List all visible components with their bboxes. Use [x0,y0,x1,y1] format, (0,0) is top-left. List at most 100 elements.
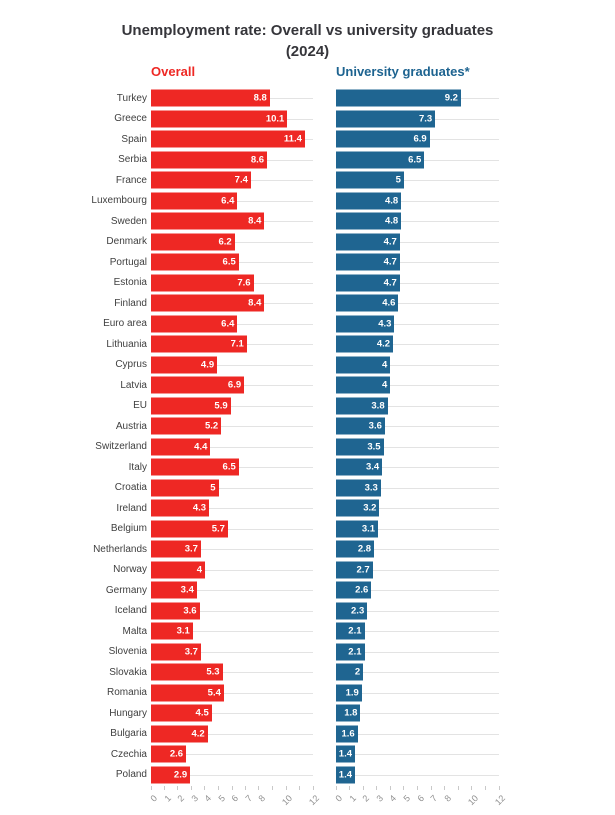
bar-value-label: 6.9 [413,133,427,145]
bar-value-label: 6.4 [221,318,235,330]
axis-tick [231,786,233,790]
row-guide-line [336,303,499,305]
axis-tick [349,786,351,790]
bar-value-label: 5 [395,174,401,186]
graduates-bar: 4 [336,376,391,394]
chart-row: Sweden 8.4 4.8 [0,211,615,232]
category-label: Netherlands [93,543,147,555]
axis-tick [417,786,418,790]
overall-plot-cell: 4.4 [151,437,313,458]
row-guide-line [151,528,313,530]
category-label: Iceland [114,605,147,617]
bar-value-label: 3.6 [183,605,197,617]
category-label: Estonia [113,277,147,289]
bar-value-label: 3.5 [367,441,381,453]
bar-value-label: 8.4 [248,215,262,227]
bar-value-label: 4.6 [382,297,396,309]
graduates-bar: 4.7 [336,253,400,271]
bar-value-label: 7.1 [230,338,244,350]
row-guide-line [336,733,499,735]
bar-value-label: 3.7 [184,646,198,658]
bar-value-label: 2.1 [348,625,362,637]
overall-plot-cell: 2.6 [151,744,313,765]
chart-row: Spain 11.4 6.9 [0,129,615,150]
category-label: Euro area [103,318,147,330]
chart-row: Italy 6.5 3.4 [0,457,615,478]
overall-bar: 4.9 [151,356,218,374]
row-guide-line [336,405,499,407]
chart-row: Slovakia 5.3 2 [0,662,615,683]
category-label: Turkey [116,92,147,104]
graduates-plot-cell: 4.7 [336,232,499,253]
row-guide-line [336,344,499,346]
category-label: Hungary [109,707,147,719]
chart-title-line2: (2024) [285,43,330,60]
chart-row: EU 5.9 3.8 [0,396,615,417]
overall-bar: 5 [151,479,219,497]
bar-value-label: 1.4 [338,769,353,781]
row-guide-line [151,569,313,571]
overall-plot-cell: 3.7 [151,642,313,663]
graduates-bar: 2.7 [336,561,373,579]
chart-row: Malta 3.1 2.1 [0,621,615,642]
graduates-bar: 3.8 [336,397,388,415]
bar-value-label: 5.3 [206,666,220,678]
overall-plot-cell: 6.9 [151,375,313,396]
overall-bar: 8.6 [151,151,268,169]
bar-value-label: 4.5 [195,707,209,719]
row-guide-line [151,590,313,592]
chart-row: Latvia 6.9 4 [0,375,615,396]
axis-tick [150,786,152,790]
overall-plot-cell: 6.5 [151,457,313,478]
overall-bar: 5.2 [151,417,222,435]
graduates-bar: 3.2 [336,499,380,517]
bar-value-label: 1.4 [338,748,353,760]
axis-tick [484,786,486,790]
row-guide-line [336,241,499,243]
graduates-plot-cell: 1.8 [336,703,499,724]
bar-value-label: 2.1 [348,646,362,658]
axis-tick [471,786,473,790]
overall-plot-cell: 8.8 [151,88,313,109]
overall-bar: 6.4 [151,192,238,210]
row-guide-line [336,590,499,592]
graduates-plot-cell: 6.9 [336,129,499,150]
axis-tick [335,786,337,790]
axis-tick [204,786,206,790]
graduates-plot-cell: 4.3 [336,314,499,335]
bar-value-label: 6.5 [222,256,236,268]
axis-tick [312,786,314,790]
bar-value-label: 4 [196,564,202,576]
graduates-bar: 2.8 [336,540,375,558]
category-label: France [115,174,147,186]
overall-plot-cell: 3.4 [151,580,313,601]
graduates-plot-cell: 2.6 [336,580,499,601]
bar-value-label: 8.6 [250,154,265,166]
overall-bar: 3.6 [151,602,200,620]
row-guide-line [151,692,313,694]
overall-plot-cell: 6.5 [151,252,313,273]
bar-value-label: 4.4 [194,441,208,453]
chart-row: Netherlands 3.7 2.8 [0,539,615,560]
graduates-plot-cell: 4.7 [336,273,499,294]
category-label: EU [133,400,147,412]
overall-plot-cell: 10.1 [151,109,313,130]
bar-value-label: 9.2 [444,92,458,104]
bar-value-label: 3.4 [180,584,194,596]
bar-value-label: 2.8 [357,543,372,555]
graduates-plot-cell: 2.1 [336,621,499,642]
graduates-bar: 1.6 [336,725,358,743]
category-label: Greece [114,113,147,125]
bar-value-label: 6.4 [221,195,235,207]
row-guide-line [336,487,499,489]
category-label: Romania [106,687,147,699]
row-guide-line [151,405,313,407]
overall-bar: 8.4 [151,294,265,312]
axis-tick [163,786,165,790]
series-header-overall: Overall [151,64,196,79]
bar-value-label: 4.7 [383,236,397,248]
chart-row: Greece 10.1 7.3 [0,109,615,130]
bar-value-label: 4 [382,379,388,391]
bar-value-label: 2.6 [355,584,369,596]
axis-tick [285,786,287,790]
